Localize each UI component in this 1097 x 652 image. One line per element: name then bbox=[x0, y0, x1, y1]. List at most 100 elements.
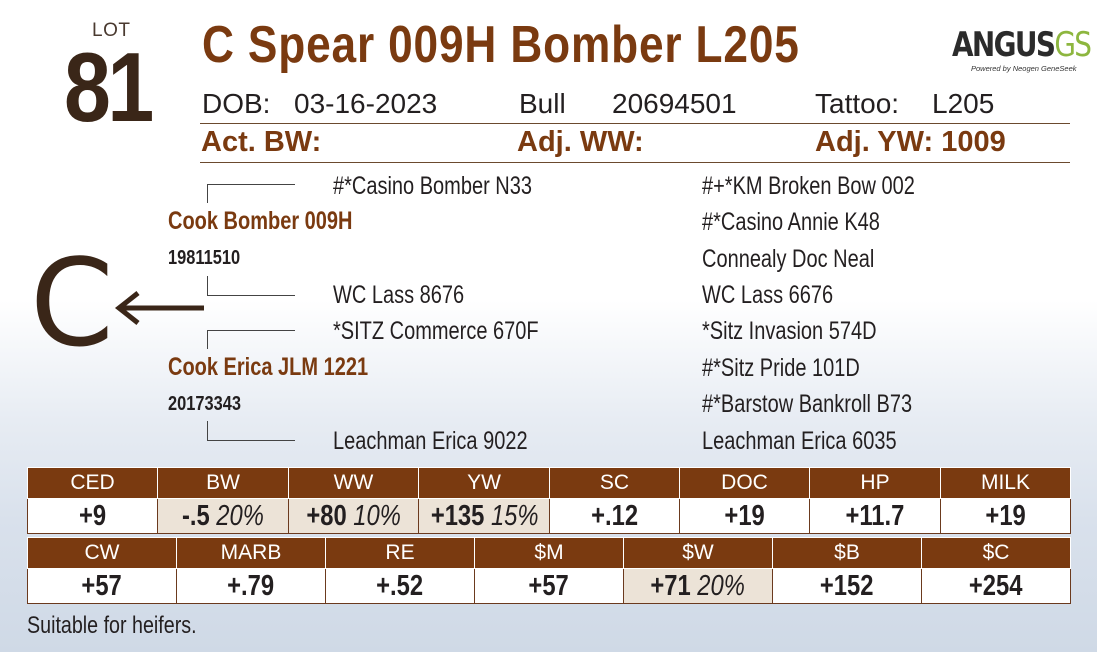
registration-number: 20694501 bbox=[612, 88, 737, 119]
epd-value: +135 bbox=[430, 499, 485, 532]
epd-label: BW bbox=[157, 467, 289, 499]
left-arrow-icon bbox=[114, 291, 204, 325]
epd-label: $B bbox=[772, 537, 922, 569]
logo-main-text: ANGUS bbox=[952, 25, 1056, 65]
dob-label: DOB: bbox=[202, 88, 271, 119]
sire-sire: #*Casino Bomber N33 bbox=[333, 172, 532, 200]
epd-value: +11.7 bbox=[845, 499, 905, 532]
dob-value: 03-16-2023 bbox=[294, 88, 438, 119]
epd-value-cell: +57 bbox=[27, 568, 177, 604]
epd-table-row1: CED BW WW YW SC DOC HP MILK +9 -.5 20% +8… bbox=[27, 467, 1071, 534]
sire-name: Cook Bomber 009H bbox=[168, 207, 353, 235]
epd-value: +57 bbox=[81, 569, 123, 602]
logo-accent-text: GS bbox=[1054, 25, 1092, 65]
epd-value-cell: +80 10% bbox=[288, 498, 419, 534]
epd-value: +.52 bbox=[376, 569, 424, 602]
epd-value-row: +9 -.5 20% +80 10% +135 15% +.12 +19 +11.7 … bbox=[27, 498, 1071, 534]
angus-gs-logo: ANGUSGS Powered by Neogen GeneSeek bbox=[952, 28, 1097, 73]
pedigree-line bbox=[207, 276, 208, 295]
pedigree-line bbox=[207, 184, 295, 185]
sire-registration: 19811510 bbox=[168, 247, 241, 269]
epd-label: CW bbox=[27, 537, 177, 569]
epd-value-row: +57 +.79 +.52 +57 +71 20% +152 +254 bbox=[27, 568, 1071, 604]
great-grandparent: WC Lass 6676 bbox=[702, 281, 834, 309]
epd-value: +.79 bbox=[227, 569, 275, 602]
epd-value-cell: +.79 bbox=[176, 568, 326, 604]
sire-dam: WC Lass 8676 bbox=[333, 281, 465, 309]
great-grandparent: *Sitz Invasion 574D bbox=[702, 317, 877, 345]
lot-number: 81 bbox=[64, 32, 154, 142]
epd-label: $C bbox=[921, 537, 1071, 569]
epd-header-row: CW MARB RE $M $W $B $C bbox=[27, 537, 1071, 569]
epd-label: MILK bbox=[940, 467, 1071, 499]
epd-value-cell: +11.7 bbox=[809, 498, 941, 534]
epd-value: +9 bbox=[78, 499, 107, 532]
epd-percentile: 15% bbox=[490, 499, 539, 532]
dam-dam: Leachman Erica 9022 bbox=[333, 427, 528, 455]
adj-ww-stat: Adj. WW: bbox=[517, 126, 644, 158]
epd-value-cell: +254 bbox=[921, 568, 1071, 604]
epd-percentile: 10% bbox=[353, 499, 401, 532]
header-divider-top bbox=[200, 123, 1070, 124]
epd-label: RE bbox=[325, 537, 475, 569]
epd-table-row2: CW MARB RE $M $W $B $C +57 +.79 +.52 +57… bbox=[27, 537, 1071, 604]
epd-label: $W bbox=[623, 537, 773, 569]
epd-value-cell: +152 bbox=[772, 568, 922, 604]
epd-value-cell: +71 20% bbox=[623, 568, 773, 604]
epd-value-cell: +.52 bbox=[325, 568, 475, 604]
pedigree-line bbox=[207, 421, 208, 440]
logo-tagline: Powered by Neogen GeneSeek bbox=[971, 64, 1077, 73]
tattoo-value: L205 bbox=[932, 88, 995, 119]
epd-label: SC bbox=[549, 467, 680, 499]
tattoo-label: Tattoo: bbox=[815, 88, 900, 119]
pedigree-line bbox=[207, 295, 295, 296]
sex-value: Bull bbox=[519, 88, 566, 119]
epd-value: +19 bbox=[985, 499, 1026, 532]
epd-label: WW bbox=[288, 467, 419, 499]
pedigree-line bbox=[207, 184, 208, 203]
epd-value: +19 bbox=[724, 499, 765, 532]
footnote: Suitable for heifers. bbox=[27, 612, 197, 639]
epd-value: -.5 bbox=[182, 499, 210, 532]
great-grandparent: #*Barstow Bankroll B73 bbox=[702, 390, 913, 418]
great-grandparent: Connealy Doc Neal bbox=[702, 245, 875, 273]
lot-label: LOT bbox=[92, 20, 131, 41]
epd-percentile: 20% bbox=[697, 569, 746, 602]
epd-label: HP bbox=[809, 467, 941, 499]
epd-value: +71 bbox=[650, 569, 692, 602]
epd-value-cell: +9 bbox=[27, 498, 158, 534]
epd-value: +.12 bbox=[591, 499, 638, 532]
epd-value: +152 bbox=[820, 569, 874, 602]
dam-registration: 20173343 bbox=[168, 393, 241, 415]
epd-percentile: 20% bbox=[216, 499, 264, 532]
epd-value: +254 bbox=[969, 569, 1023, 602]
epd-value-cell: +135 15% bbox=[418, 498, 550, 534]
epd-value: +80 bbox=[306, 499, 347, 532]
epd-label: MARB bbox=[176, 537, 326, 569]
epd-label: $M bbox=[474, 537, 624, 569]
pedigree-line bbox=[207, 330, 295, 331]
great-grandparent: #*Sitz Pride 101D bbox=[702, 354, 860, 382]
great-grandparent: #+*KM Broken Bow 002 bbox=[702, 172, 915, 200]
dam-sire: *SITZ Commerce 670F bbox=[333, 317, 539, 345]
epd-value: +57 bbox=[528, 569, 570, 602]
epd-value-cell: +57 bbox=[474, 568, 624, 604]
adj-yw-stat: Adj. YW: 1009 bbox=[815, 126, 1006, 158]
epd-label: YW bbox=[418, 467, 550, 499]
great-grandparent: #*Casino Annie K48 bbox=[702, 208, 880, 236]
epd-value-cell: -.5 20% bbox=[157, 498, 289, 534]
epd-value-cell: +.12 bbox=[549, 498, 680, 534]
epd-header-row: CED BW WW YW SC DOC HP MILK bbox=[27, 467, 1071, 499]
pedigree-line bbox=[207, 440, 295, 441]
epd-label: CED bbox=[27, 467, 158, 499]
brand-letter: C bbox=[30, 235, 114, 374]
epd-value-cell: +19 bbox=[679, 498, 810, 534]
great-grandparent: Leachman Erica 6035 bbox=[702, 427, 897, 455]
dam-name: Cook Erica JLM 1221 bbox=[168, 353, 369, 381]
epd-value-cell: +19 bbox=[940, 498, 1071, 534]
epd-label: DOC bbox=[679, 467, 810, 499]
pedigree-line bbox=[207, 330, 208, 349]
animal-name: C Spear 009H Bomber L205 bbox=[202, 16, 800, 74]
act-bw-stat: Act. BW: bbox=[201, 126, 322, 158]
header-divider-bottom bbox=[200, 162, 1070, 163]
